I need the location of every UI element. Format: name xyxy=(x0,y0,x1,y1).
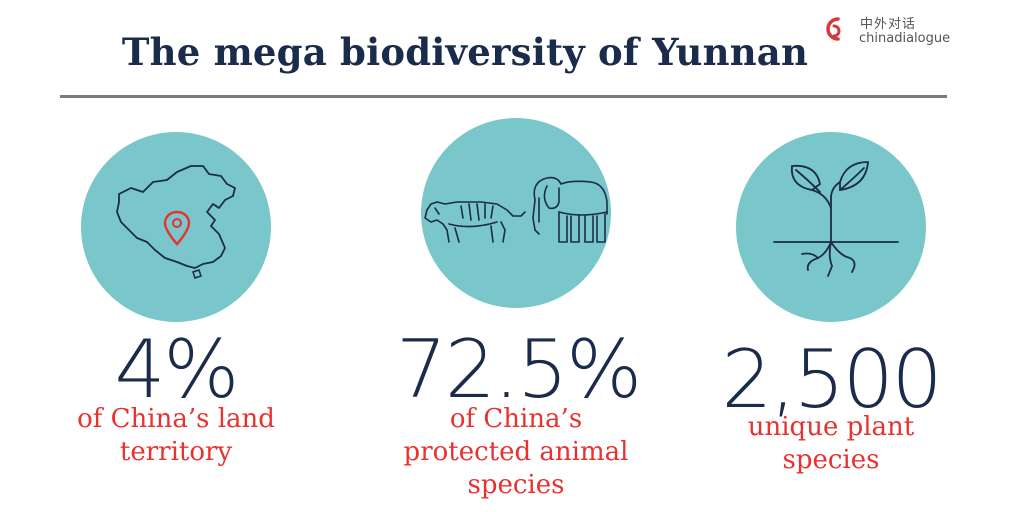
page-title: The mega biodiversity of Yunnan xyxy=(121,30,809,74)
chinadialogue-logo-icon xyxy=(826,17,841,41)
chinadialogue-logo[interactable]: 中外对话 chinadialogue xyxy=(822,12,962,52)
stat-3-value: 2,500 xyxy=(721,333,942,426)
stat-2-value: 72.5% xyxy=(396,323,642,416)
header-divider xyxy=(60,95,947,98)
tiger-and-elephant-icon xyxy=(424,176,608,243)
stat-2-caption-line: of China’s xyxy=(449,404,583,434)
stat-3-caption-line: species xyxy=(782,445,880,475)
stat-2-caption-line: species xyxy=(467,470,565,500)
stat-1-caption-line: territory xyxy=(119,437,233,467)
stat-2-caption: of China’s protected animal species xyxy=(376,403,656,502)
logo-english-text: chinadialogue xyxy=(859,31,951,46)
sprouting-plant-icon xyxy=(773,161,899,277)
stat-1-caption-line: of China’s land xyxy=(77,404,275,434)
logo-chinese-text: 中外对话 xyxy=(860,17,917,32)
stat-3-icon-circle xyxy=(736,132,926,322)
china-map-with-pin-icon xyxy=(116,165,236,279)
stat-3-caption-line: unique plant xyxy=(747,412,915,442)
stat-3-caption: unique plant species xyxy=(711,411,951,477)
stat-1-value: 4% xyxy=(114,323,240,416)
stat-1-caption: of China’s land territory xyxy=(56,403,296,469)
stat-2-caption-line: protected animal xyxy=(403,437,629,467)
stat-2-icon-circle xyxy=(421,118,611,308)
stat-1-icon-circle xyxy=(81,132,271,322)
